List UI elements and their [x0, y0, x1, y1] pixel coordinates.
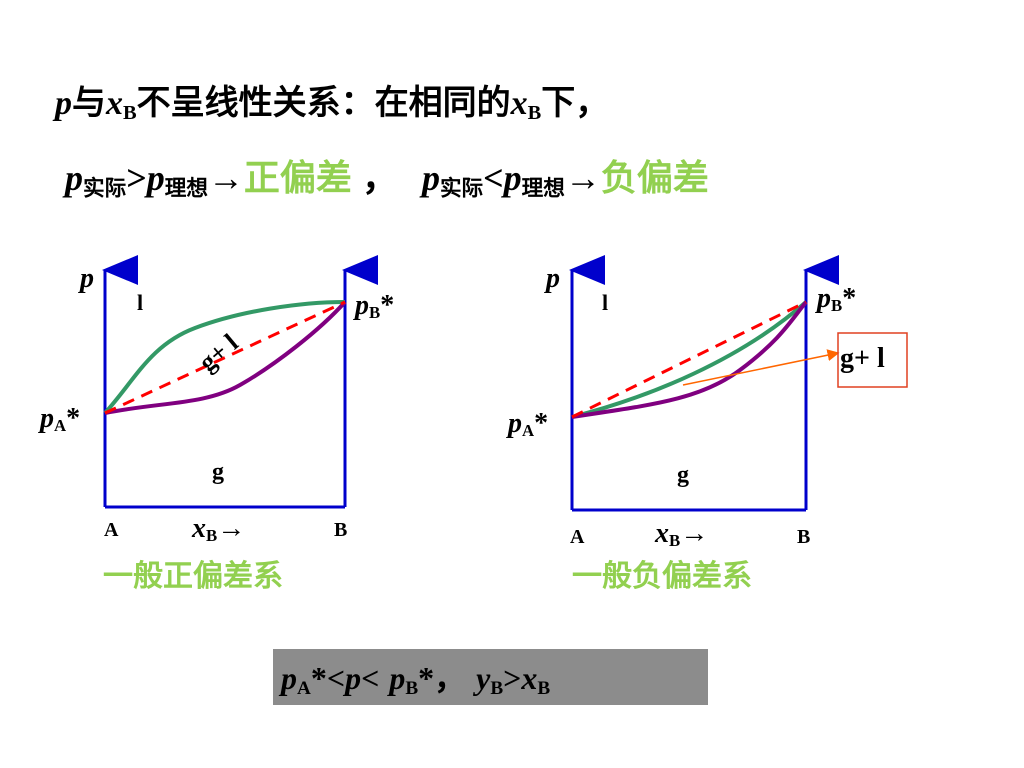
caption: 一般正偏差系 [103, 559, 283, 594]
operator: < [361, 660, 380, 696]
symbol: p [65, 158, 83, 198]
subscript: A [522, 421, 535, 441]
symbol: p [40, 403, 54, 434]
text: 不呈线性关系：在相同的 [136, 83, 511, 123]
star: * [380, 290, 395, 321]
symbol: p [503, 158, 522, 198]
left-vapor-curve [104, 300, 347, 415]
gas-label: g [212, 459, 224, 485]
pb-label: pB* [817, 285, 856, 315]
right-ideal-line [571, 300, 807, 419]
subscript: B [527, 102, 542, 125]
arrow: → [207, 158, 244, 198]
operator: > [126, 158, 147, 198]
symbol: x [655, 518, 669, 549]
star: * [310, 660, 327, 696]
right-axes [569, 255, 839, 512]
operator: < [326, 660, 346, 696]
end-label: B [797, 526, 811, 548]
symbol: p [146, 158, 165, 198]
end-label: B [334, 519, 348, 541]
subscript: B [669, 531, 681, 551]
positive-label: 正偏差 [243, 158, 352, 199]
left-liquid-curve [103, 300, 346, 415]
liquid-label: l [602, 290, 609, 315]
star: * [66, 403, 81, 434]
start-label: A [570, 526, 585, 548]
y-axis-label: p [80, 263, 94, 294]
symbol: p [345, 660, 362, 696]
comma: ， [434, 659, 467, 697]
subscript: B [831, 296, 843, 316]
symbol: p [355, 290, 369, 321]
arrow: → [564, 158, 601, 198]
arrow: → [217, 513, 246, 544]
pa-label: pA* [40, 405, 80, 435]
subscript: 实际 [439, 176, 484, 202]
star: * [418, 660, 435, 696]
text: 下， [541, 83, 610, 123]
text: 与 [72, 83, 106, 123]
star: * [534, 408, 549, 439]
subscript: B [490, 677, 504, 699]
x-axis-label: xB→ [655, 520, 708, 550]
caption: 一般负偏差系 [572, 559, 752, 594]
symbol: x [192, 513, 206, 544]
two-phase-label: g+ l [840, 343, 885, 374]
symbol: p [55, 85, 72, 122]
liquid-label: l [137, 290, 144, 315]
deviation-line: p实际>p理想→正偏差， p实际<p理想→负偏差 [65, 160, 709, 200]
right-vapor-curve [571, 300, 808, 419]
pb-label: pB* [355, 292, 394, 322]
symbol: p [389, 660, 406, 696]
subscript: A [297, 677, 311, 699]
subscript: B [537, 677, 551, 699]
symbol: x [106, 85, 123, 122]
operator: > [503, 660, 522, 696]
heading: p与xB不呈线性关系：在相同的xB下， [55, 86, 609, 124]
summary-box [273, 649, 708, 705]
symbol: p [421, 158, 440, 198]
left-axes [102, 255, 378, 509]
subscript: B [369, 303, 381, 323]
subscript: 理想 [164, 176, 208, 202]
subscript: B [123, 102, 137, 125]
start-label: A [104, 519, 119, 541]
subscript: B [405, 677, 419, 699]
symbol: y [476, 660, 491, 696]
subscript: 理想 [521, 176, 565, 202]
two-phase-box [837, 332, 908, 388]
negative-label: 负偏差 [600, 158, 709, 199]
operator: < [483, 158, 504, 198]
symbol: p [281, 660, 297, 696]
subscript: A [54, 416, 67, 436]
x-axis-label: xB→ [192, 515, 245, 545]
subscript: 实际 [83, 176, 127, 202]
gas-label: g [677, 462, 689, 488]
left-ideal-line [104, 300, 346, 415]
pointer-arrow [682, 349, 840, 386]
symbol: p [817, 283, 831, 314]
symbol: x [510, 85, 528, 122]
comma: ， [361, 158, 398, 199]
summary: pA*<p< pB*， yB>xB [281, 662, 550, 698]
star: * [842, 283, 857, 314]
symbol: p [508, 408, 522, 439]
subscript: B [206, 526, 218, 546]
y-axis-label: p [546, 263, 560, 294]
arrow: → [680, 518, 709, 549]
pa-label: pA* [508, 410, 548, 440]
right-liquid-curve [571, 300, 808, 419]
symbol: x [521, 660, 538, 696]
